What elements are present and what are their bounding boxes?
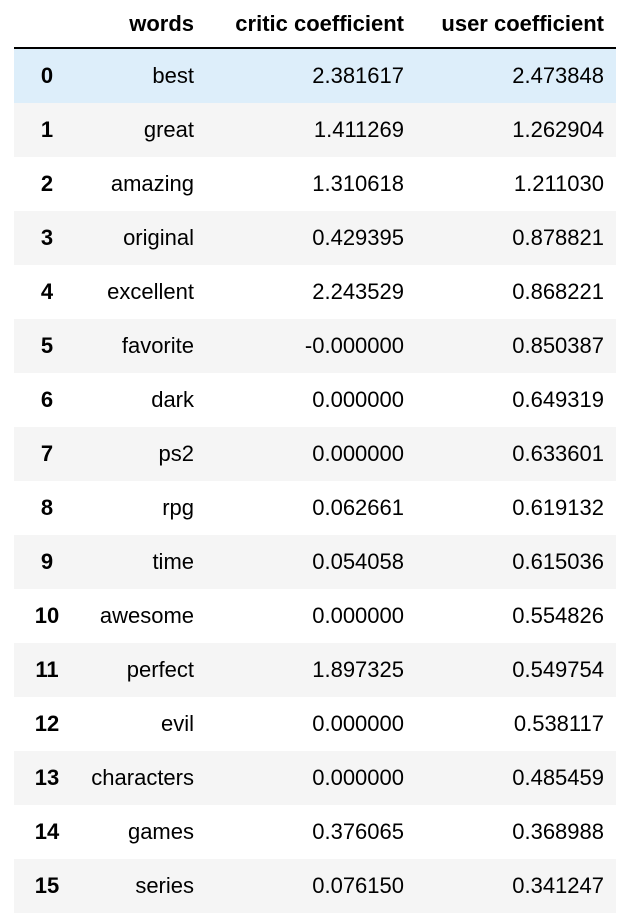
cell-critic-coefficient: 1.411269: [313, 117, 404, 142]
table-row: 4 excellent 2.243529 0.868221: [14, 265, 616, 319]
cell-word: favorite: [121, 333, 194, 358]
row-index: 14: [34, 819, 60, 844]
row-index: 9: [40, 549, 54, 574]
header-words: words: [80, 0, 206, 49]
cell-user-coefficient: 1.262904: [512, 117, 604, 142]
cell-critic-coefficient: 0.000000: [312, 765, 404, 790]
row-index: 8: [40, 495, 54, 520]
cell-critic-coefficient: 0.076150: [312, 873, 404, 898]
cell-critic-coefficient: 0.000000: [312, 711, 404, 736]
table-row: 3 original 0.429395 0.878821: [14, 211, 616, 265]
cell-user-coefficient: 0.868221: [512, 279, 604, 304]
row-index: 4: [40, 279, 54, 304]
cell-word: evil: [160, 711, 194, 736]
cell-user-coefficient: 0.619132: [512, 495, 604, 520]
row-index: 15: [34, 873, 60, 898]
table-row: 11 perfect 1.897325 0.549754: [14, 643, 616, 697]
cell-user-coefficient: 0.633601: [512, 441, 604, 466]
cell-word: excellent: [107, 279, 194, 304]
row-index: 10: [34, 603, 60, 628]
cell-critic-coefficient: 1.310618: [312, 171, 404, 196]
table-row: 14 games 0.376065 0.368988: [14, 805, 616, 859]
cell-word: awesome: [99, 603, 194, 628]
cell-user-coefficient: 0.649319: [512, 387, 604, 412]
cell-user-coefficient: 0.485459: [512, 765, 604, 790]
cell-user-coefficient: 0.878821: [512, 225, 604, 250]
cell-critic-coefficient: 0.429395: [312, 225, 404, 250]
row-index: 1: [40, 117, 54, 142]
cell-critic-coefficient: -0.000000: [304, 333, 404, 358]
cell-critic-coefficient: 0.000000: [312, 441, 404, 466]
table-row: 9 time 0.054058 0.615036: [14, 535, 616, 589]
table-body: 0 best 2.381617 2.473848 1 great 1.411269 1.262…: [14, 48, 616, 913]
cell-word: original: [123, 225, 194, 250]
cell-critic-coefficient: 0.054058: [312, 549, 404, 574]
cell-word: perfect: [126, 657, 194, 682]
cell-word: dark: [151, 387, 194, 412]
cell-word: ps2: [158, 441, 194, 466]
table-row: 13 characters 0.000000 0.485459: [14, 751, 616, 805]
table-row: 12 evil 0.000000 0.538117: [14, 697, 616, 751]
row-index: 5: [40, 333, 54, 358]
header-row: words critic coefficient user coefficien…: [14, 0, 616, 49]
table-row: 10 awesome 0.000000 0.554826: [14, 589, 616, 643]
cell-user-coefficient: 0.368988: [512, 819, 604, 844]
row-index: 12: [34, 711, 60, 736]
cell-user-coefficient: 0.538117: [513, 711, 604, 736]
cell-critic-coefficient: 2.243529: [312, 279, 404, 304]
cell-user-coefficient: 0.341247: [512, 873, 604, 898]
cell-word: best: [152, 63, 194, 88]
row-index: 13: [34, 765, 60, 790]
table-row: 6 dark 0.000000 0.649319: [14, 373, 616, 427]
cell-word: great: [143, 117, 194, 142]
cell-word: series: [135, 873, 194, 898]
table-row: 5 favorite -0.000000 0.850387: [14, 319, 616, 373]
table-row: 0 best 2.381617 2.473848: [14, 48, 616, 103]
table-header: words critic coefficient user coefficien…: [14, 0, 616, 49]
header-index: [14, 0, 80, 49]
row-index: 7: [40, 441, 54, 466]
cell-critic-coefficient: 0.376065: [312, 819, 404, 844]
table-row: 15 series 0.076150 0.341247: [14, 859, 616, 913]
row-index: 2: [40, 171, 54, 196]
row-index: 11: [35, 657, 59, 682]
cell-critic-coefficient: 0.000000: [312, 387, 404, 412]
cell-user-coefficient: 2.473848: [512, 63, 604, 88]
table-row: 7 ps2 0.000000 0.633601: [14, 427, 616, 481]
table-row: 1 great 1.411269 1.262904: [14, 103, 616, 157]
row-index: 0: [40, 63, 54, 88]
cell-user-coefficient: 0.549754: [512, 657, 604, 682]
header-user-coefficient: user coefficient: [416, 0, 616, 49]
cell-critic-coefficient: 0.062661: [312, 495, 404, 520]
cell-word: rpg: [162, 495, 194, 520]
cell-word: characters: [91, 765, 194, 790]
row-index: 3: [40, 225, 54, 250]
cell-user-coefficient: 0.615036: [512, 549, 604, 574]
cell-critic-coefficient: 0.000000: [312, 603, 404, 628]
dataframe-table: words critic coefficient user coefficien…: [14, 0, 616, 913]
cell-critic-coefficient: 2.381617: [312, 63, 404, 88]
cell-user-coefficient: 1.211030: [513, 171, 604, 196]
cell-user-coefficient: 0.554826: [512, 603, 604, 628]
row-index: 6: [40, 387, 54, 412]
cell-word: amazing: [110, 171, 194, 196]
cell-user-coefficient: 0.850387: [512, 333, 604, 358]
cell-word: games: [127, 819, 194, 844]
cell-word: time: [152, 549, 194, 574]
table-row: 2 amazing 1.310618 1.211030: [14, 157, 616, 211]
header-critic-coefficient: critic coefficient: [206, 0, 416, 49]
cell-critic-coefficient: 1.897325: [312, 657, 404, 682]
table-row: 8 rpg 0.062661 0.619132: [14, 481, 616, 535]
